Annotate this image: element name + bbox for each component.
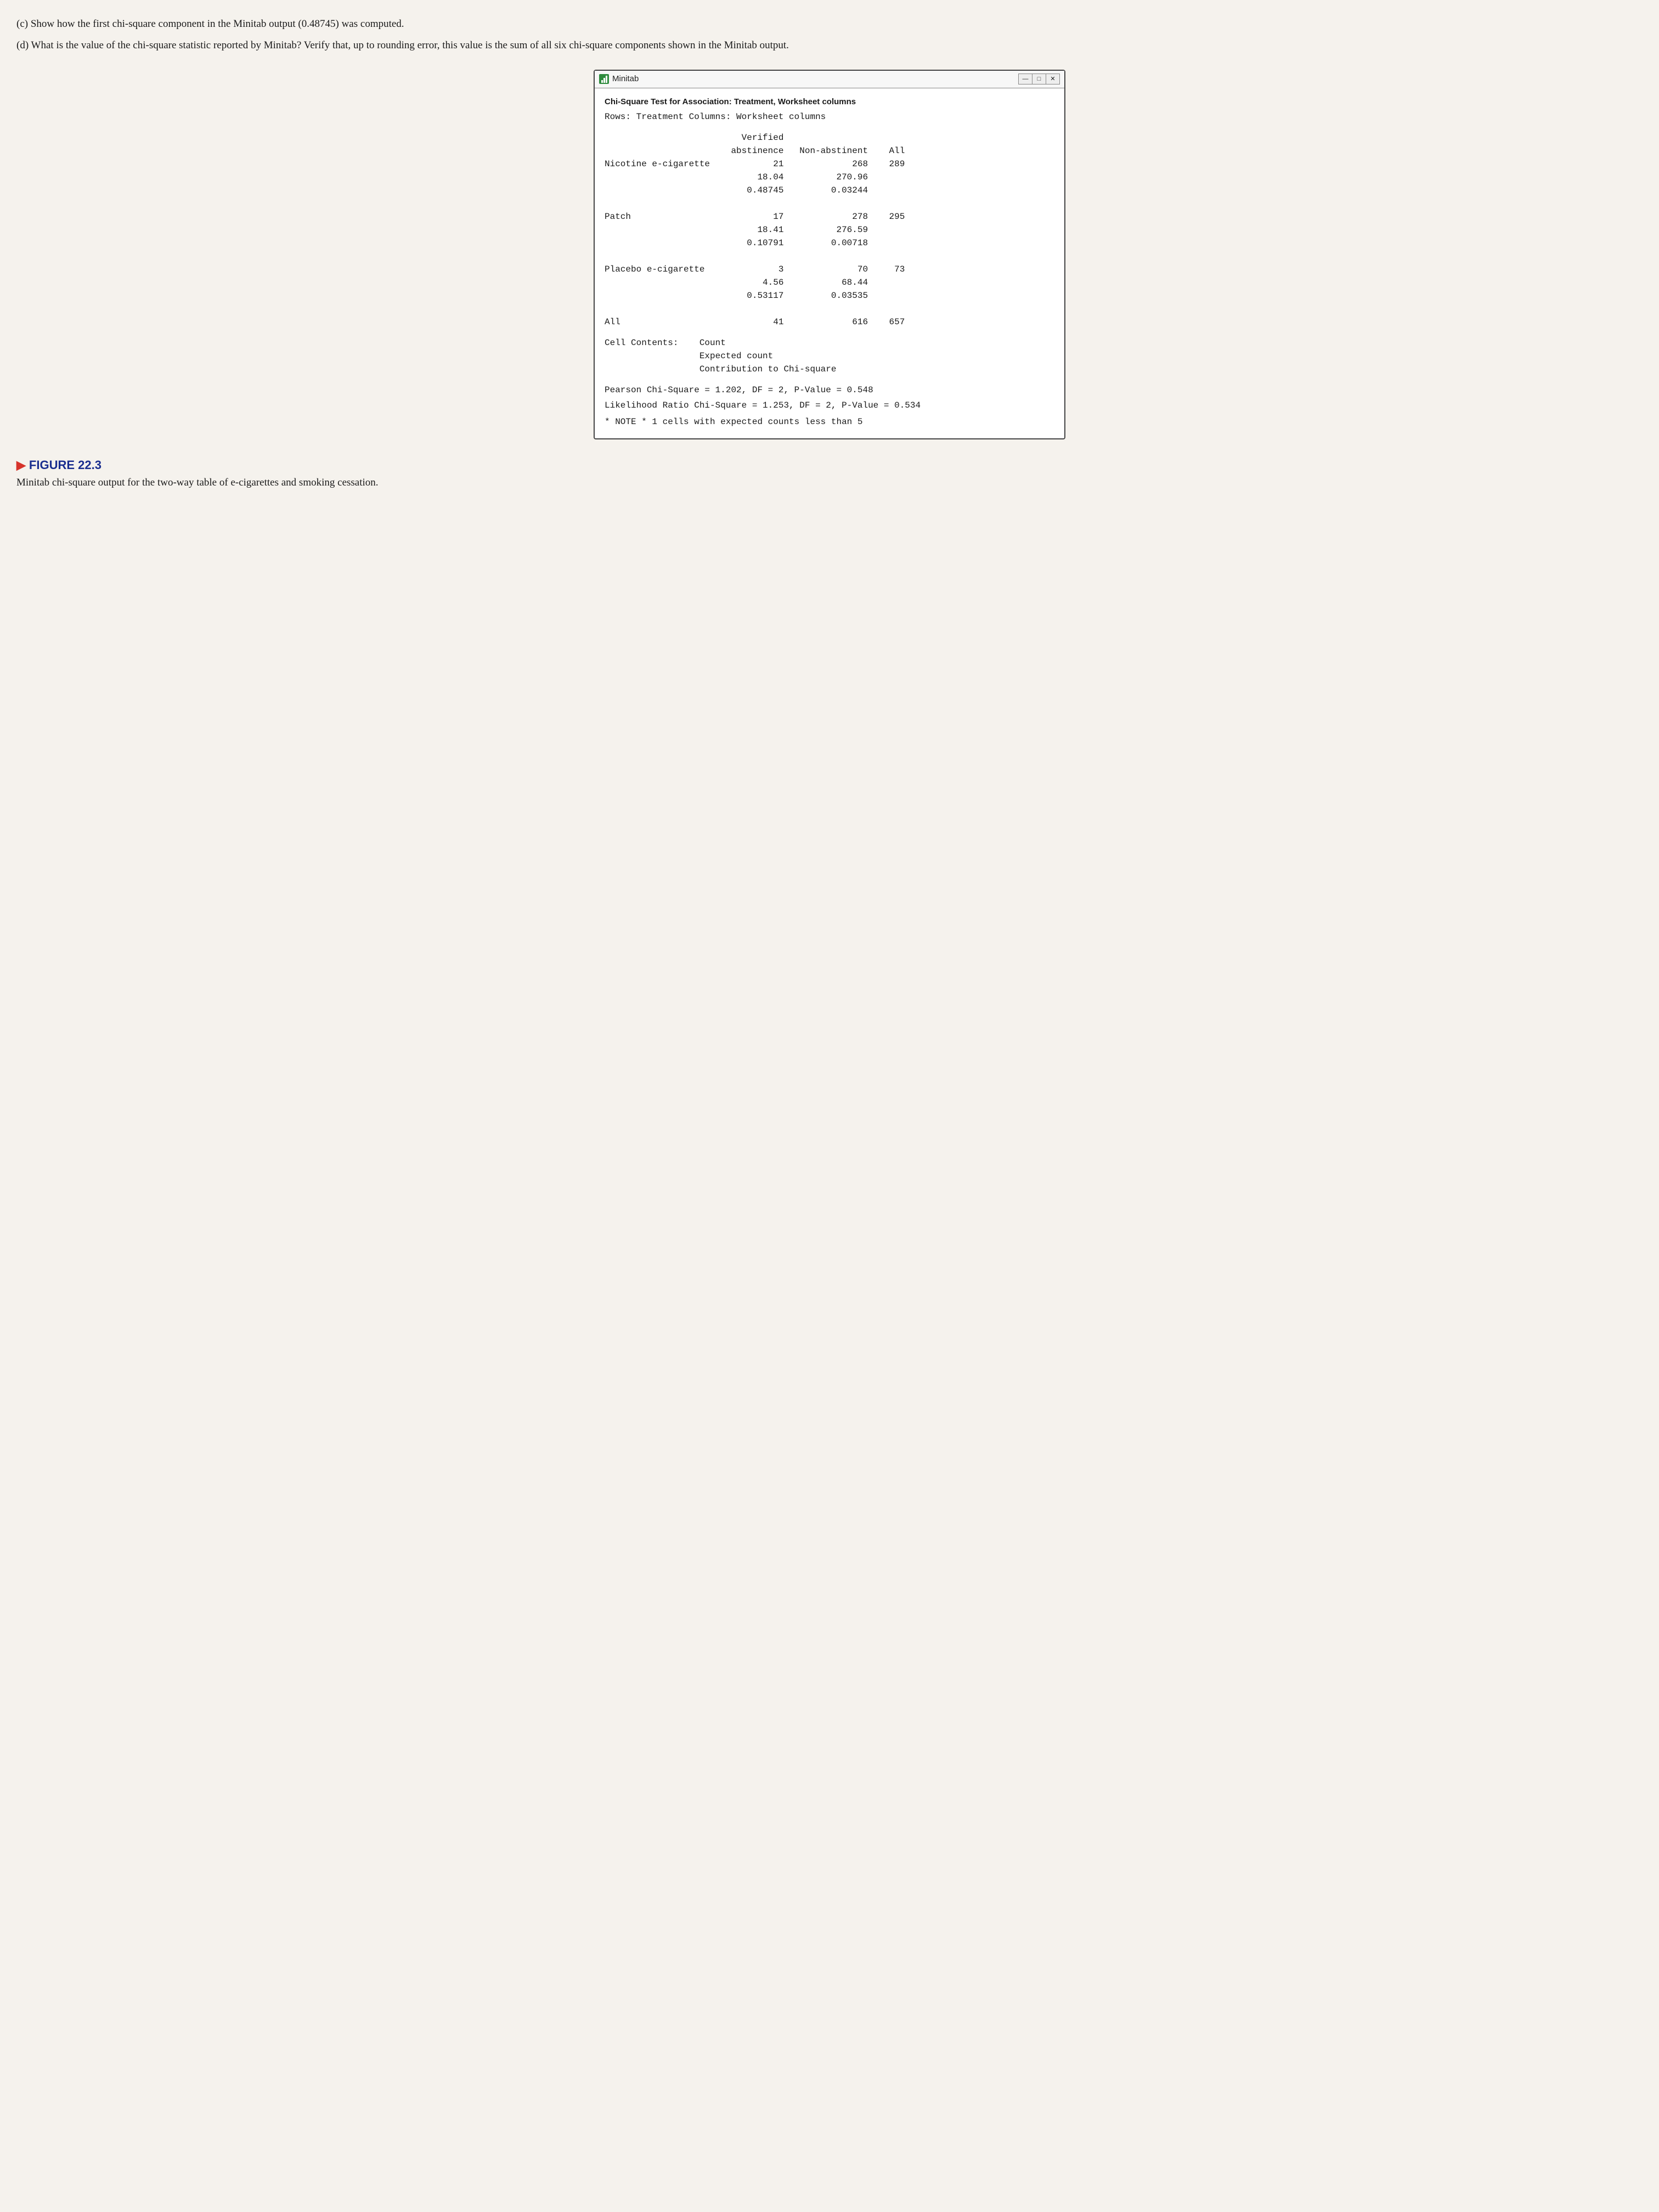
maximize-button[interactable]: □ [1032,74,1046,84]
figure-label: ▶FIGURE 22.3 [16,456,1643,474]
titlebar: Minitab — □ ✕ [595,71,1064,88]
minimize-button[interactable]: — [1018,74,1032,84]
figure-block: ▶FIGURE 22.3 Minitab chi-square output f… [16,456,1643,491]
icon-bar-3 [606,76,607,83]
figure-number: FIGURE 22.3 [29,458,101,472]
question-c: (c) Show how the first chi-square compon… [16,16,1643,32]
chi-square-title: Chi-Square Test for Association: Treatme… [605,96,1054,109]
window-content: Chi-Square Test for Association: Treatme… [595,88,1064,439]
window-controls: — □ ✕ [1019,74,1060,84]
question-d: (d) What is the value of the chi-square … [16,38,1643,54]
figure-caption: Minitab chi-square output for the two-wa… [16,475,1643,491]
icon-bar-2 [603,78,605,83]
note-line: * NOTE * 1 cells with expected counts le… [605,415,1054,428]
triangle-icon: ▶ [16,458,26,472]
cell-contents-block: Cell Contents: Count Expected count Cont… [605,336,1054,376]
rows-columns-line: Rows: Treatment Columns: Worksheet colum… [605,110,1054,123]
minitab-window: Minitab — □ ✕ Chi-Square Test for Associ… [594,70,1065,439]
titlebar-left: Minitab [599,73,639,86]
app-title: Minitab [612,73,639,86]
chi-square-table: Verified abstinence Non-abstinent All Ni… [605,131,1054,329]
icon-bar-1 [601,80,603,83]
pearson-stat: Pearson Chi-Square = 1.202, DF = 2, P-Va… [605,383,1054,397]
close-button[interactable]: ✕ [1046,74,1060,84]
minitab-icon [599,74,609,84]
likelihood-stat: Likelihood Ratio Chi-Square = 1.253, DF … [605,399,1054,412]
